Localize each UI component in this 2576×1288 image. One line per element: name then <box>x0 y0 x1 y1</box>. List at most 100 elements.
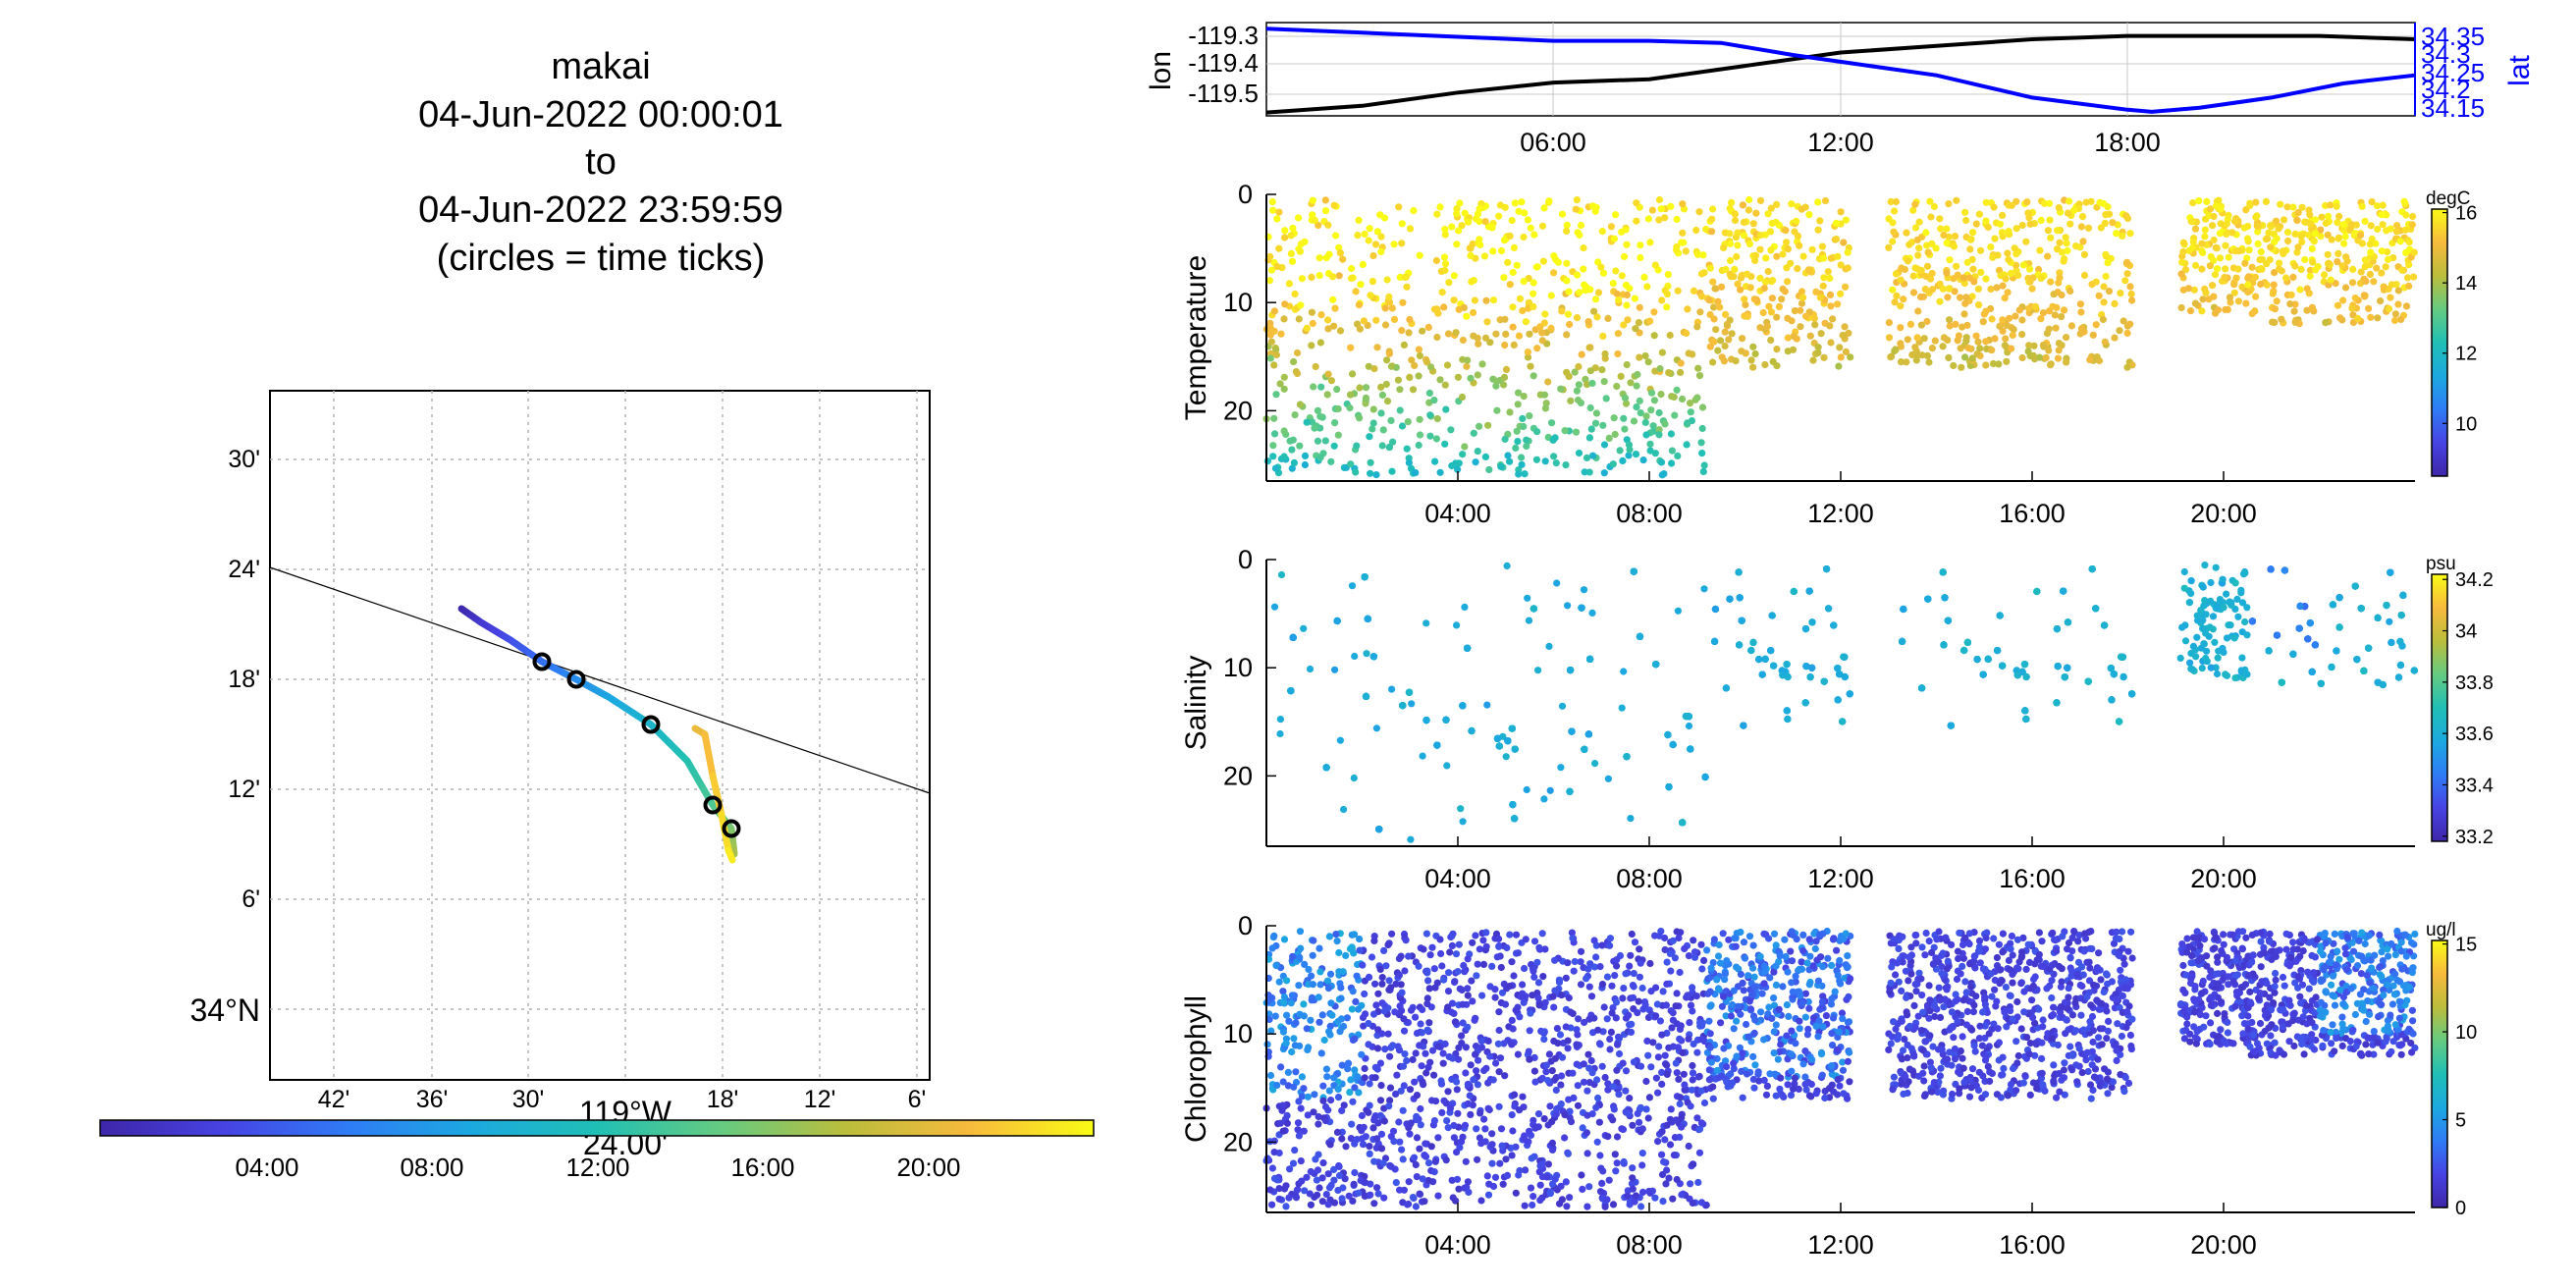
sample-point <box>1489 1076 1497 1084</box>
sample-point <box>2004 249 2012 257</box>
sample-point <box>2379 221 2387 229</box>
sample-point <box>1611 430 1619 439</box>
sample-point <box>2061 673 2068 681</box>
sample-point <box>1740 722 1747 729</box>
sample-point <box>1419 327 1426 335</box>
sample-point <box>1271 1012 1279 1020</box>
sample-point <box>1590 307 1598 315</box>
sample-point <box>1811 321 1819 329</box>
sample-point <box>1601 1073 1609 1082</box>
sample-point <box>2211 271 2220 279</box>
sample-point <box>2063 334 2070 342</box>
sample-point <box>2179 239 2187 246</box>
sample-point <box>1478 360 1486 368</box>
sample-point <box>2244 288 2252 296</box>
sample-point <box>1464 955 1472 963</box>
sample-point <box>1683 329 1690 338</box>
sample-point <box>1914 307 1922 315</box>
sample-point <box>1708 228 1716 236</box>
sample-point <box>1569 1069 1577 1077</box>
sample-point <box>1312 1155 1319 1163</box>
sample-point <box>1709 278 1717 286</box>
sample-point <box>2252 198 2260 206</box>
sample-point <box>1432 256 1440 265</box>
sample-point <box>1436 203 1444 211</box>
sample-point <box>1426 951 1434 959</box>
sample-point <box>1468 726 1476 735</box>
sample-point <box>2180 584 2188 592</box>
sample-point <box>1547 292 1555 299</box>
sample-point <box>1454 373 1462 381</box>
sample-point <box>1306 665 1315 673</box>
sample-point <box>2378 269 2386 277</box>
sample-point <box>1716 303 1724 311</box>
sample-point <box>1772 218 1780 227</box>
sample-point <box>1348 582 1357 590</box>
sample-point <box>1545 197 1553 205</box>
sample-point <box>1988 347 1996 354</box>
sample-point <box>1626 962 1634 970</box>
map-title-line: (circles = time ticks) <box>437 238 766 279</box>
sample-point <box>1658 349 1666 356</box>
sample-point <box>2060 257 2067 265</box>
sample-point <box>1329 273 1337 281</box>
sample-point <box>1737 274 1745 282</box>
sample-point <box>1984 655 1992 664</box>
sample-point <box>1500 373 1509 381</box>
sample-point <box>1615 1049 1624 1058</box>
sample-point <box>1578 350 1585 358</box>
sample-point <box>1514 401 1522 408</box>
sample-point <box>1562 461 1570 469</box>
sample-point <box>2206 623 2214 631</box>
sample-point <box>1438 289 1446 296</box>
time-colorbar-tick: 16:00 <box>730 1153 794 1182</box>
sample-point <box>1814 198 1822 206</box>
sample-point <box>1645 1094 1653 1101</box>
sample-point <box>1651 450 1659 457</box>
sample-point <box>1336 327 1345 335</box>
sample-point <box>1467 1110 1475 1118</box>
sample-point <box>2077 308 2085 316</box>
sample-point <box>1283 977 1291 985</box>
sample-point <box>1726 240 1734 247</box>
sample-point <box>2279 247 2286 255</box>
lon-tick-label: -119.5 <box>1188 79 1259 108</box>
sample-point <box>1647 1063 1655 1071</box>
sample-point <box>1693 323 1701 331</box>
sample-point <box>1293 349 1302 357</box>
sample-point <box>1996 612 2004 619</box>
sample-point <box>2246 199 2254 207</box>
sample-point <box>1346 403 1354 412</box>
sample-point <box>1339 255 1347 263</box>
lon-tick-label: 18' <box>707 1086 739 1113</box>
sample-point <box>1663 1070 1671 1078</box>
sample-point <box>1423 358 1431 366</box>
sample-point <box>2348 221 2356 229</box>
sample-point <box>2257 247 2265 256</box>
sample-point <box>1355 301 1363 309</box>
sample-point <box>1297 1157 1305 1165</box>
sample-point <box>1492 1059 1500 1067</box>
sample-point <box>1334 1094 1343 1101</box>
lon-tick-label: 6' <box>908 1086 927 1113</box>
sample-point <box>1583 1203 1591 1210</box>
sample-point <box>2018 316 2026 324</box>
sample-point <box>1381 304 1389 312</box>
sample-point <box>2065 209 2072 217</box>
sample-point <box>1563 259 1571 267</box>
sample-point <box>1826 274 1834 282</box>
sample-point <box>1995 360 2003 368</box>
sample-point <box>1618 704 1626 712</box>
sample-point <box>1314 437 1322 445</box>
sample-point <box>1563 331 1571 339</box>
sample-point <box>1440 976 1448 984</box>
sample-point <box>1550 252 1558 260</box>
sample-point <box>2035 353 2044 361</box>
time-tick-label: 06:00 <box>1520 128 1586 157</box>
sample-point <box>1539 973 1547 981</box>
colorbar-tick-label: 14 <box>2455 273 2477 295</box>
sample-point <box>1924 595 1932 603</box>
sample-point <box>1579 1185 1586 1193</box>
sample-point <box>2064 246 2071 255</box>
sample-point <box>1819 282 1827 290</box>
